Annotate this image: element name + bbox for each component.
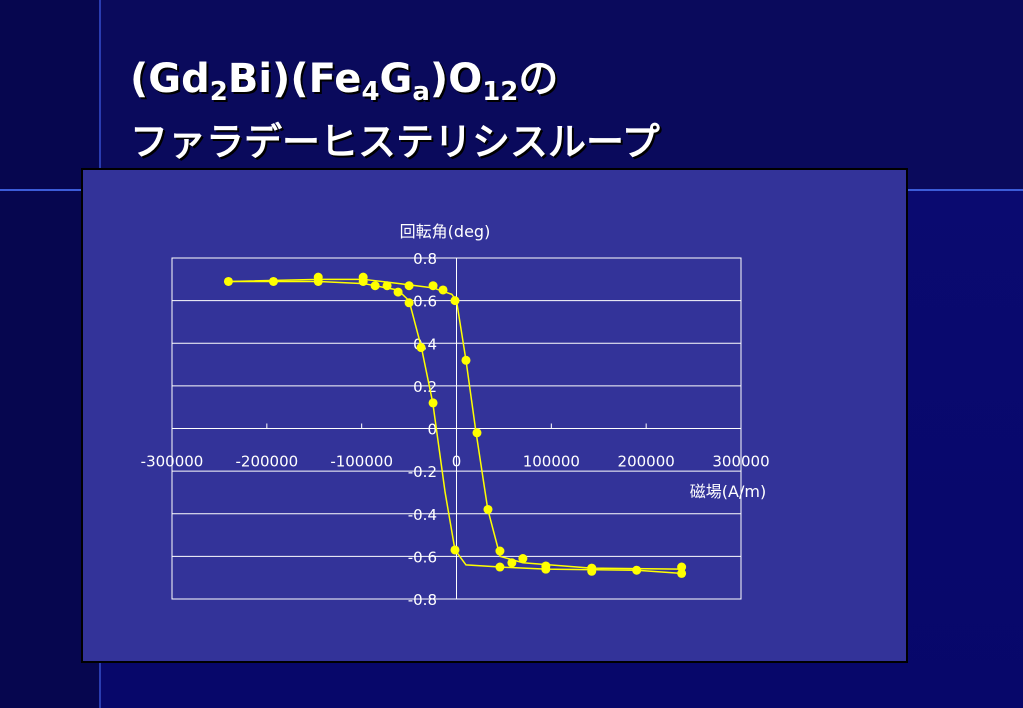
title-part: )O xyxy=(430,56,482,102)
point xyxy=(223,276,233,286)
y-tick-label: 0.4 xyxy=(413,335,437,353)
title-part: Bi)(Fe xyxy=(228,56,362,102)
y-tick-label: 0.8 xyxy=(413,250,437,268)
y-tick-label: 0 xyxy=(427,421,437,439)
x-axis-label: 磁場(A/m) xyxy=(690,482,766,501)
point xyxy=(587,566,597,576)
title-part: の xyxy=(518,56,558,102)
y-tick-label: 0.6 xyxy=(413,293,437,311)
point xyxy=(404,281,414,291)
point xyxy=(632,565,642,575)
x-tick-label: -100000 xyxy=(330,453,393,471)
point xyxy=(404,298,414,308)
curve xyxy=(228,278,682,570)
title-part: (Gd xyxy=(130,56,210,102)
plot: 0.8 0.6 0.4 0.2 0 -0.2 -0.4 -0.6 -0.8 -300000 -200… xyxy=(141,250,770,609)
x-tick-label: -300000 xyxy=(141,453,204,471)
title-subscript: 2 xyxy=(210,77,228,107)
y-tick-label: 0.2 xyxy=(413,378,437,396)
point xyxy=(428,398,438,408)
point xyxy=(541,564,551,574)
point xyxy=(472,428,482,438)
y-tick-label: -0.6 xyxy=(408,548,437,566)
point xyxy=(461,355,471,365)
point xyxy=(677,562,687,572)
point xyxy=(495,562,505,572)
x-tick-label: 200000 xyxy=(618,453,675,471)
top-band xyxy=(100,0,1023,190)
point xyxy=(313,276,323,286)
curve xyxy=(228,280,682,575)
point xyxy=(382,281,392,291)
title-subscript: 12 xyxy=(482,77,518,107)
x-tick-label: 100000 xyxy=(523,453,580,471)
point xyxy=(416,343,426,353)
point xyxy=(507,558,517,568)
title: (Gd2Bi)(Fe4Ga)O12の xyxy=(130,56,558,107)
title-part: G xyxy=(380,56,413,102)
subtitle: ファラデーヒステリシスループ xyxy=(130,120,660,164)
point xyxy=(450,545,460,555)
title-subscript: a xyxy=(412,77,430,107)
point xyxy=(393,287,403,297)
x-tick-label: 300000 xyxy=(712,453,769,471)
point xyxy=(370,281,380,291)
point xyxy=(483,504,493,514)
point xyxy=(450,296,460,306)
y-axis-label: 回転角(deg) xyxy=(400,222,491,241)
chart-area xyxy=(81,168,908,663)
x-tick-label: 0 xyxy=(452,453,462,471)
point xyxy=(268,276,278,286)
y-tick-label: -0.8 xyxy=(408,591,437,609)
point xyxy=(438,285,448,295)
point xyxy=(358,276,368,286)
point xyxy=(428,281,438,291)
point xyxy=(677,568,687,578)
y-tick-label: -0.2 xyxy=(408,463,437,481)
x-tick-label: -200000 xyxy=(235,453,298,471)
y-tick-label: -0.4 xyxy=(408,506,437,524)
title-subscript: 4 xyxy=(361,77,379,107)
point xyxy=(518,554,528,564)
point xyxy=(495,546,505,556)
